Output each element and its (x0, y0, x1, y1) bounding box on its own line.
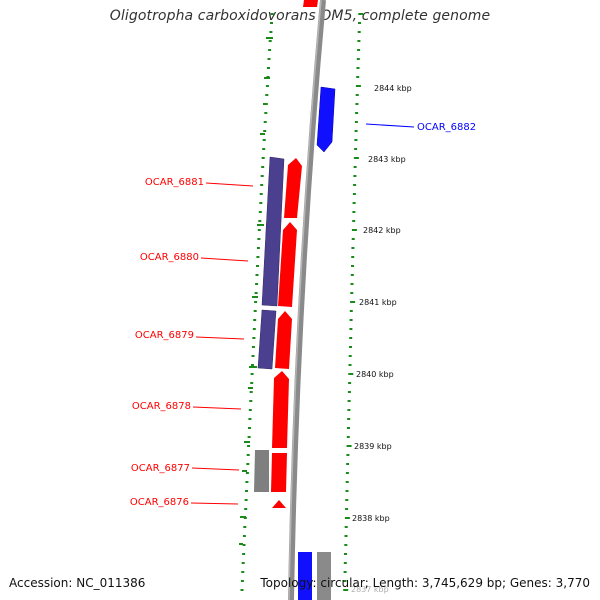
tick-label-2841: 2841 kbp (359, 298, 397, 307)
gene-arrow-ocar-6878[interactable] (272, 371, 289, 448)
gene-arrow-ocar-6880[interactable] (278, 222, 297, 307)
leader-line-ocar-6879 (195, 336, 245, 340)
misc-feature-bar[interactable] (254, 450, 269, 492)
gene-arrow-ocar-6876[interactable] (272, 500, 286, 508)
leader-line-ocar-6881 (205, 182, 254, 187)
tick-label-2839: 2839 kbp (354, 442, 392, 451)
leader-line-ocar-6880 (200, 257, 249, 262)
gene-block-bottom-grey[interactable] (317, 552, 331, 600)
tick-label-2840: 2840 kbp (356, 370, 394, 379)
gene-arrow-ocar-6879[interactable] (275, 311, 292, 369)
tick-marks-inner (240, 13, 274, 591)
tick-marks-outer (343, 13, 364, 591)
gene-label-ocar-6879[interactable]: OCAR_6879 (135, 330, 194, 341)
protein-bar-ocar-6879[interactable] (257, 309, 277, 370)
tick-label-2844: 2844 kbp (374, 84, 412, 93)
genome-title: Oligotropha carboxidovorans OM5, complet… (109, 8, 491, 24)
gene-block-bottom-blue[interactable] (298, 552, 312, 600)
genome-stats-text: Topology: circular; Length: 3,745,629 bp… (260, 576, 590, 590)
leader-line-ocar-6876 (190, 502, 239, 505)
leader-line-ocar-6882 (365, 123, 415, 128)
gene-label-ocar-6876[interactable]: OCAR_6876 (130, 497, 189, 508)
backbone-ring-highlight (288, 0, 322, 600)
gc-tick-marks (239, 37, 273, 545)
scale-tick-labels: 2844 kbp 2843 kbp 2842 kbp 2841 kbp 2840… (351, 84, 412, 594)
gene-label-ocar-6878[interactable]: OCAR_6878 (132, 401, 191, 412)
gene-label-ocar-6881[interactable]: OCAR_6881 (145, 177, 204, 188)
leader-line-ocar-6878 (192, 406, 242, 410)
gene-arrow-ocar-6882[interactable] (316, 86, 336, 153)
gene-arrow-ocar-6877[interactable] (271, 453, 287, 492)
gene-label-ocar-6882[interactable]: OCAR_6882 (417, 122, 476, 133)
tick-label-2837: 2837 kbp (351, 585, 389, 594)
gene-arrow-ocar-6881[interactable] (284, 158, 302, 218)
tick-label-2843: 2843 kbp (368, 155, 406, 164)
gene-arrow-partial-top[interactable] (303, 0, 318, 7)
backbone-ring (288, 0, 326, 600)
accession-text: Accession: NC_011386 (9, 576, 146, 590)
gene-label-ocar-6880[interactable]: OCAR_6880 (140, 252, 199, 263)
leader-line-ocar-6877 (191, 467, 240, 471)
tick-label-2838: 2838 kbp (352, 514, 390, 523)
protein-bar-ocar-6881-6880[interactable] (261, 156, 285, 307)
tick-label-2842: 2842 kbp (363, 226, 401, 235)
gene-label-ocar-6877[interactable]: OCAR_6877 (131, 463, 190, 474)
